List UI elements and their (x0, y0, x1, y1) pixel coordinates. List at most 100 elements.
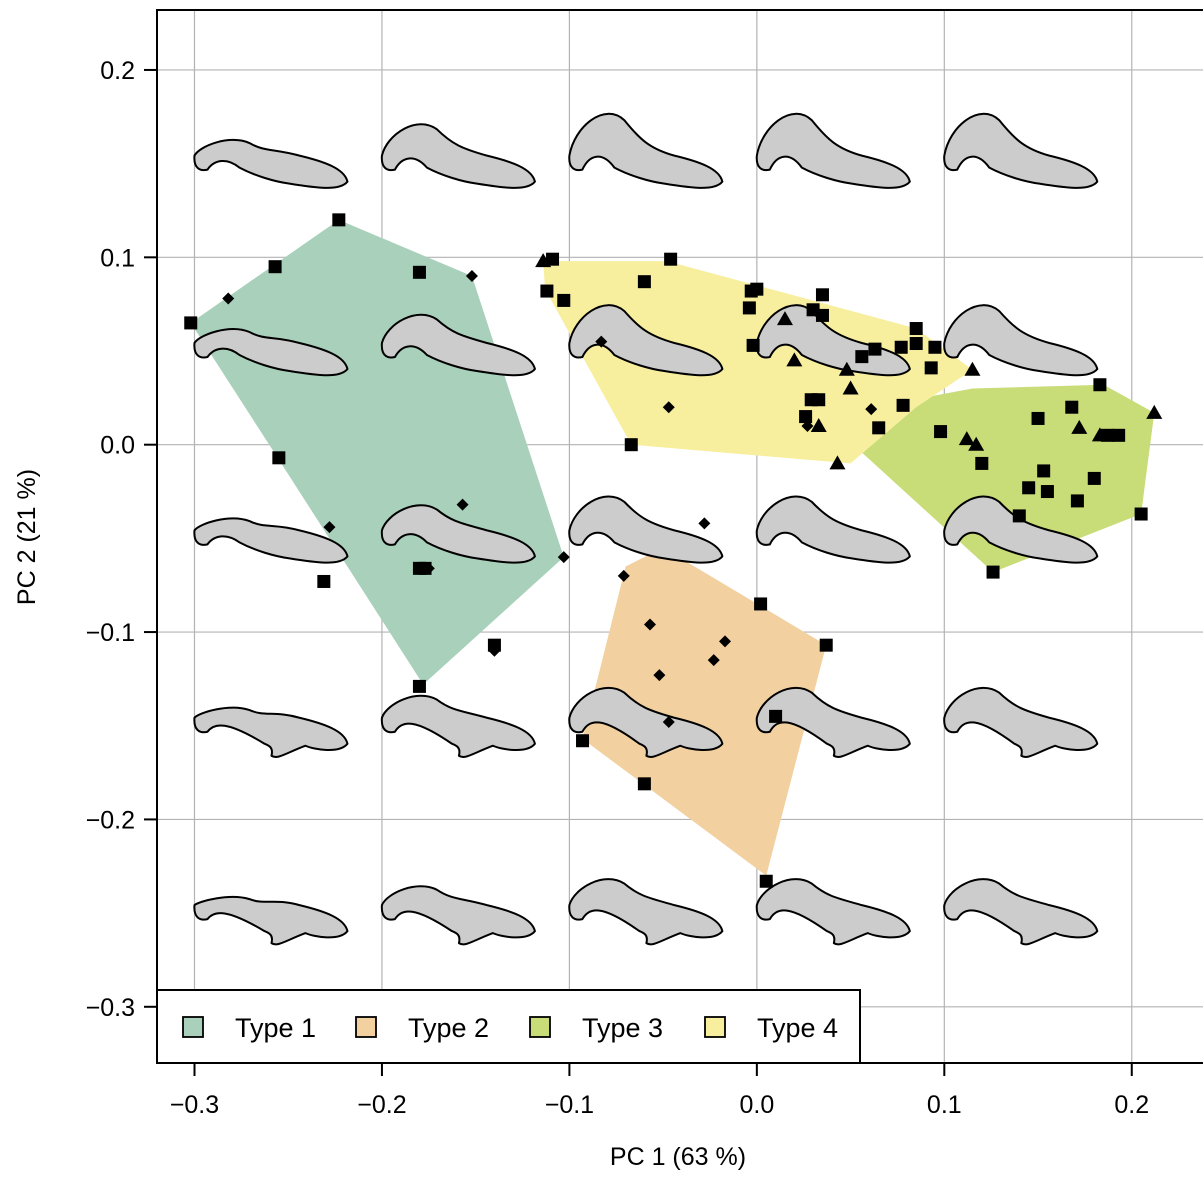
point-square (540, 284, 554, 298)
shape-outline (943, 686, 1099, 758)
point-square (742, 301, 756, 315)
shape-thumbnail (943, 112, 1099, 189)
point-diamond (595, 335, 608, 348)
shape-outline (568, 686, 724, 758)
point-square (1065, 400, 1079, 414)
point-square (1037, 464, 1051, 478)
point-square (1022, 481, 1036, 495)
point-triangle (535, 253, 552, 268)
shape-outline (568, 304, 724, 377)
point-triangle (1071, 419, 1088, 434)
point-square (759, 874, 773, 888)
point-square (1012, 509, 1026, 523)
shape-thumbnail (193, 517, 349, 564)
point-diamond (865, 403, 878, 416)
shape-thumbnail (193, 328, 349, 377)
point-diamond (323, 521, 336, 534)
point-triangle (958, 431, 975, 446)
point-square (1112, 428, 1126, 442)
shape-outline (193, 706, 349, 758)
legend-label: Type 3 (582, 1013, 663, 1043)
shape-outline (943, 112, 1099, 189)
shape-outline (755, 878, 911, 946)
shape-thumbnail (193, 706, 349, 758)
point-square (894, 340, 908, 354)
point-diamond (707, 654, 720, 667)
shape-outline (380, 504, 536, 564)
point-square (746, 338, 760, 352)
shape-thumbnail (755, 686, 911, 758)
hull-type-3 (822, 384, 1155, 573)
point-square (799, 410, 813, 424)
y-tick-label: −0.3 (86, 994, 135, 1022)
shape-thumbnail (568, 686, 724, 758)
point-triangle (1146, 404, 1163, 419)
group-hulls (190, 219, 1155, 876)
point-diamond (617, 569, 630, 582)
point-square (986, 565, 1000, 579)
point-triangle (964, 361, 981, 376)
point-square (934, 425, 948, 439)
point-square (1031, 411, 1045, 425)
point-square (1070, 494, 1084, 508)
y-axis: 0.2 0.1 0.0 −0.1 −0.2 −0.3 (86, 57, 157, 1022)
shape-thumbnail (380, 694, 536, 758)
legend-label: Type 4 (757, 1013, 838, 1043)
point-square (317, 574, 331, 588)
hull-type-4 (543, 261, 973, 464)
shape-outline (568, 495, 724, 564)
point-square (624, 438, 638, 452)
legend: Type 1 Type 2 Type 3 Type 4 (156, 989, 861, 1064)
shape-thumbnail (568, 112, 724, 189)
legend-label: Type 1 (235, 1013, 316, 1043)
shape-thumbnail (568, 495, 724, 564)
point-square (184, 316, 198, 330)
point-triangle (838, 361, 855, 376)
point-diamond (222, 292, 235, 305)
point-triangle (810, 417, 827, 432)
point-square (576, 734, 590, 748)
shape-outline (193, 517, 349, 564)
y-tick-label: −0.1 (86, 619, 135, 647)
data-points (184, 213, 1163, 888)
shape-thumbnail (193, 895, 349, 946)
point-diamond (422, 562, 435, 575)
point-square (637, 275, 651, 289)
shape-thumbnail (755, 495, 911, 564)
point-square (868, 342, 882, 356)
shape-thumbnail (943, 304, 1099, 377)
shape-outline (943, 304, 1099, 377)
shape-outline (755, 112, 911, 189)
shape-outline (380, 694, 536, 758)
point-square (909, 337, 923, 351)
point-square (909, 322, 923, 336)
shape-thumbnail (380, 123, 536, 189)
shape-outline (193, 328, 349, 377)
point-triangle (1091, 427, 1108, 442)
legend-swatch (529, 1016, 551, 1038)
point-square (412, 265, 426, 279)
point-diamond (557, 551, 570, 564)
shape-thumbnail (193, 138, 349, 189)
shape-thumbnail (943, 686, 1099, 758)
point-diamond (801, 419, 814, 432)
shape-outline (943, 495, 1099, 564)
point-square (896, 398, 910, 412)
point-square (1134, 507, 1148, 521)
point-diamond (718, 635, 731, 648)
x-tick-label: 0.0 (739, 1091, 774, 1119)
point-square (815, 308, 829, 322)
shape-outline (943, 878, 1099, 946)
point-diamond (653, 669, 666, 682)
x-tick-label: −0.1 (545, 1091, 594, 1119)
point-square (637, 777, 651, 791)
y-tick-label: −0.2 (86, 806, 135, 834)
shape-thumbnail (755, 112, 911, 189)
point-square (928, 340, 942, 354)
x-tick-label: −0.3 (170, 1091, 219, 1119)
point-triangle (829, 455, 846, 470)
point-square (815, 288, 829, 302)
point-square (1040, 485, 1054, 499)
shape-thumbnail (380, 504, 536, 564)
